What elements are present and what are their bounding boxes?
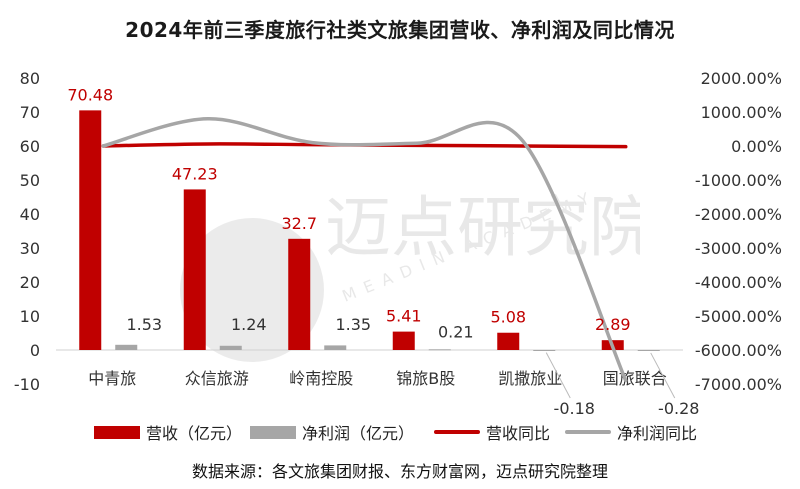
- data-label-profit: 1.35: [335, 315, 371, 334]
- legend-label-revenue: 营收（亿元）: [146, 424, 243, 443]
- y-left-tick-label: 40: [20, 205, 40, 224]
- line-profit-yoy: [101, 117, 628, 383]
- x-tick-label: 国旅联合: [603, 369, 667, 388]
- bar-profit: [115, 344, 138, 350]
- y-left-tick-label: 80: [20, 69, 40, 88]
- data-label-revenue: 5.41: [386, 307, 422, 326]
- chart-title: 2024年前三季度旅行社类文旅集团营收、净利润及同比情况: [125, 18, 675, 42]
- y-left-tick-label: 30: [20, 239, 40, 258]
- legend: 营收（亿元） 净利润（亿元） 营收同比 净利润同比: [0, 420, 800, 446]
- legend-swatch-revenue: [94, 425, 140, 439]
- bars: [79, 110, 660, 351]
- bar-revenue: [392, 331, 415, 350]
- legend-swatch-profit-yoy: [565, 430, 611, 434]
- legend-swatch-revenue-yoy: [434, 430, 480, 434]
- legend-item-revenue-yoy: 营收同比: [434, 420, 550, 444]
- y-right-tick-label: 0.00%: [731, 137, 782, 156]
- legend-item-revenue: 营收（亿元）: [94, 420, 242, 444]
- y-right-tick-label: -2000.00%: [695, 205, 782, 224]
- bar-profit: [428, 349, 451, 351]
- x-tick-label: 凯撒旅业: [498, 369, 562, 388]
- source-note: 数据来源：各文旅集团财报、东方财富网，迈点研究院整理: [191, 462, 608, 481]
- y-right-tick-label: -7000.00%: [695, 375, 782, 394]
- y-right-tick-label: -4000.00%: [695, 273, 782, 292]
- y-left-tick-label: -10: [14, 375, 40, 394]
- y-left-tick-label: 0: [30, 341, 40, 360]
- y-left-tick-label: 10: [20, 307, 40, 326]
- y-left-tick-label: 20: [20, 273, 40, 292]
- y-left-tick-label: 60: [20, 137, 40, 156]
- data-label-profit: -0.18: [554, 399, 595, 418]
- axes: -10 0 10 20 30 40 50 60 70 80 -7000.00% -6000.00% -5…: [14, 69, 782, 394]
- x-tick-label: 众信旅游: [185, 369, 249, 388]
- y-right-tick-label: -3000.00%: [695, 239, 782, 258]
- y-right-tick-label: 2000.00%: [701, 69, 782, 88]
- data-label-revenue: 47.23: [172, 164, 218, 183]
- data-label-revenue: 2.89: [595, 315, 631, 334]
- data-label-profit-leader: [545, 352, 571, 399]
- y-right-tick-label: -5000.00%: [695, 307, 782, 326]
- bar-profit: [533, 350, 556, 351]
- legend-item-profit: 净利润（亿元）: [250, 420, 414, 444]
- data-label-profit: -0.28: [658, 399, 699, 418]
- y-right-tick-label: 1000.00%: [701, 103, 782, 122]
- data-label-revenue: 32.7: [281, 214, 317, 233]
- legend-item-profit-yoy: 净利润同比: [565, 420, 697, 444]
- legend-swatch-profit: [250, 425, 296, 439]
- data-label-profit: 0.21: [438, 322, 474, 341]
- y-left-tick-label: 50: [20, 171, 40, 190]
- bar-revenue: [288, 238, 311, 350]
- data-label-revenue: 70.48: [67, 85, 113, 104]
- bar-revenue: [497, 332, 520, 350]
- y-left-tick-label: 70: [20, 103, 40, 122]
- x-tick-label: 锦旅B股: [396, 369, 455, 388]
- data-label-profit: 1.53: [126, 315, 162, 334]
- x-tick-label: 岭南控股: [289, 369, 353, 388]
- data-labels: 70.48 1.53 47.23 1.24 32.7 1.35 5.41 0.21 5.08 -0…: [67, 85, 699, 418]
- y-right-tick-label: -6000.00%: [695, 341, 782, 360]
- lines: [101, 117, 628, 383]
- bar-revenue: [79, 110, 102, 350]
- y-right-tick-label: -1000.00%: [695, 171, 782, 190]
- legend-label-profit: 净利润（亿元）: [302, 424, 415, 443]
- legend-label-profit-yoy: 净利润同比: [617, 424, 698, 443]
- bar-profit: [637, 350, 660, 351]
- data-label-revenue: 5.08: [490, 308, 526, 327]
- bar-profit: [324, 345, 347, 350]
- data-label-profit-leader: [650, 352, 676, 399]
- legend-label-revenue-yoy: 营收同比: [486, 424, 551, 443]
- bar-revenue: [183, 189, 206, 350]
- bar-profit: [219, 345, 242, 350]
- data-label-profit: 1.24: [231, 315, 267, 334]
- x-tick-label: 中青旅: [88, 369, 136, 388]
